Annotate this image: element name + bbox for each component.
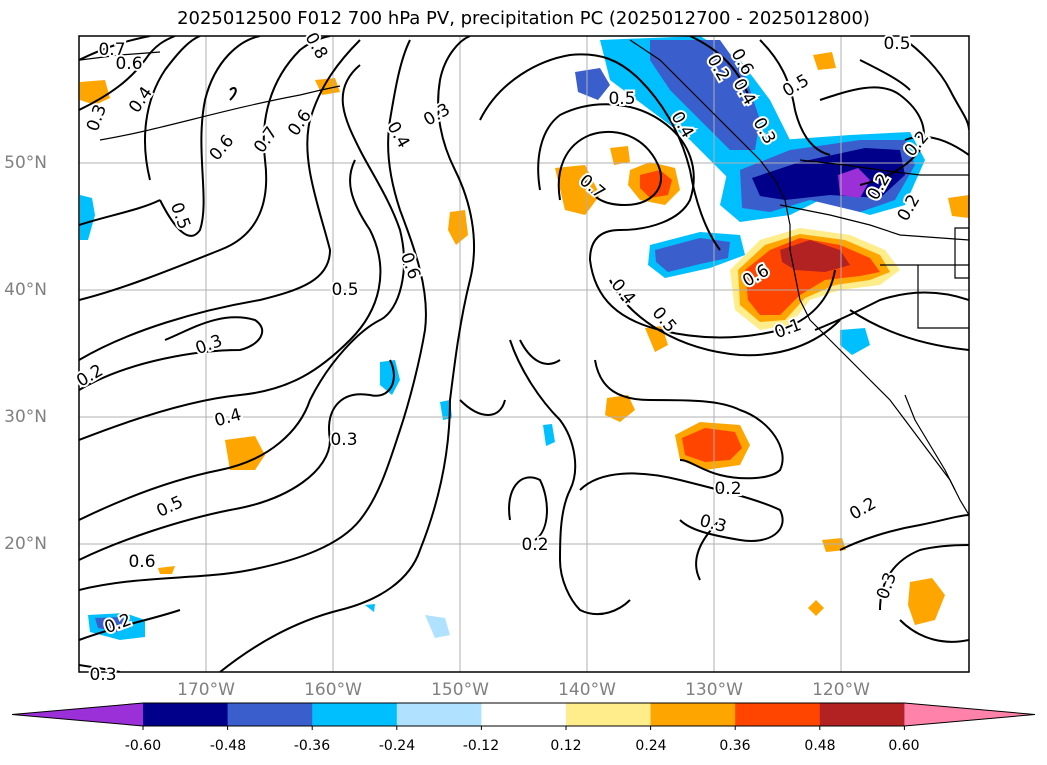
colorbar-tick-label: -0.36 [293,738,331,754]
contour-label: 0.7 [98,40,125,60]
contour-label: 0.5 [331,280,358,300]
contour-label: 0.2 [521,535,548,555]
negative-field [80,195,95,240]
lat-label: 30°N [4,407,47,427]
positive-field [780,240,850,272]
colorbar-segment [481,703,567,726]
lon-label: 170°W [177,680,235,700]
negative-field [95,617,132,632]
colorbar-tick-label: 0.24 [635,738,667,754]
shaded-fields [80,36,969,640]
map-frame [78,35,970,673]
colorbar-segment [227,703,313,726]
positive-field [640,170,672,198]
lat-label: 40°N [4,280,47,300]
positive-field [808,600,824,616]
colorbar-tick-label: -0.48 [209,738,247,754]
negative-field [840,328,870,355]
colorbar-tick-label: 0.12 [550,738,582,754]
contour-label: 0.2 [714,479,741,499]
contour-label: 0.5 [608,89,635,109]
colorbar-segment [735,703,821,726]
negative-field [543,424,555,446]
colorbar-tick-label: 0.36 [719,738,751,754]
positive-field [555,165,600,215]
colorbar-segment [650,703,736,726]
pv-contours [79,36,969,672]
negative-field [838,168,870,198]
negative-field [425,615,450,638]
lat-label: 20°N [4,534,47,554]
contour-label: 0.6 [128,552,155,572]
lon-label: 150°W [431,680,489,700]
positive-field [448,210,468,245]
negative-field [655,238,730,272]
contour-label: 0.3 [89,665,116,685]
colorbar-tick-label: -0.24 [378,738,416,754]
negative-field [752,148,905,200]
map-title: 2025012500 F012 700 hPa PV, precipitatio… [177,8,870,29]
coastlines [79,39,969,516]
colorbar-segment [566,703,652,726]
positive-field [813,52,836,70]
negative-field [380,360,400,395]
colorbar-tick-label: 0.60 [888,738,920,754]
positive-field [158,566,175,574]
colorbar [11,702,1036,730]
positive-field [948,195,969,218]
colorbar-tick-label: -0.60 [124,738,162,754]
positive-field [745,238,880,315]
colorbar-segment [396,703,482,726]
positive-field [80,80,110,105]
lon-label: 140°W [558,680,616,700]
contour-label: 0.5 [883,34,910,54]
contour-label: 0.3 [330,430,357,450]
lon-label: 160°W [304,680,362,700]
colorbar-tick-label: -0.12 [462,738,500,754]
positive-field [682,428,742,462]
contour-label: 0.6 [115,54,142,74]
lon-label: 130°W [685,680,743,700]
lon-label: 120°W [812,680,870,700]
negative-field [365,604,375,612]
negative-field [575,68,610,100]
colorbar-segment [312,703,398,726]
positive-field [908,578,945,625]
positive-field [605,395,635,422]
lat-label: 50°N [4,153,47,173]
colorbar-segment [143,703,229,726]
gridlines [79,36,969,672]
positive-field [225,436,265,470]
colorbar-extend-high [904,703,1035,726]
colorbar-segment [819,703,905,726]
colorbar-tick-label: 0.48 [804,738,836,754]
map-panel [79,36,969,672]
colorbar-extend-low [12,703,143,726]
positive-field [610,146,630,165]
positive-field [822,538,846,552]
